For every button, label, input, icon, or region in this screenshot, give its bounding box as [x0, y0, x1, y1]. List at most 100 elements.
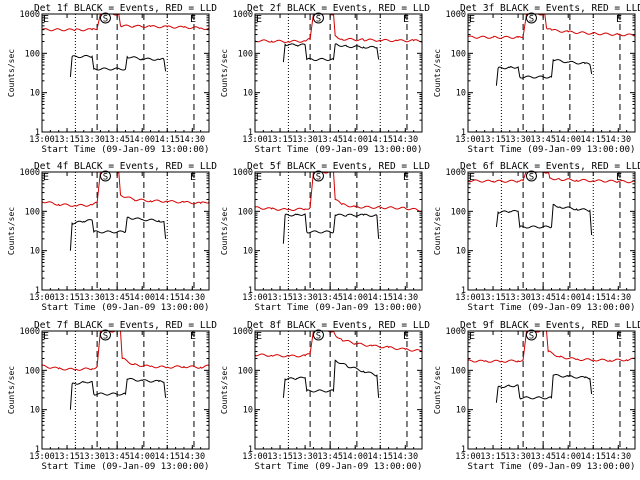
x-tick-label: 13:15 [267, 293, 293, 303]
x-tick-label: 14:15 [154, 452, 180, 462]
saa-marker: S [103, 15, 108, 25]
x-tick-label: 13:45 [530, 135, 556, 145]
y-tick-label: 100 [451, 207, 466, 217]
x-tick-label: 14:30 [606, 452, 632, 462]
x-axis-label: Start Time (09-Jan-09 13:00:00) [255, 145, 423, 155]
x-axis-label: Start Time (09-Jan-09 13:00:00) [468, 462, 636, 472]
plot-frame [467, 330, 636, 450]
plot-frame [254, 171, 423, 291]
x-axis-label: Start Time (09-Jan-09 13:00:00) [255, 462, 423, 472]
x-tick-label: 14:15 [367, 452, 393, 462]
x-tick-label: 14:00 [129, 135, 155, 145]
y-tick-label: 1000 [233, 168, 253, 178]
eclipse-marker-2: E [190, 14, 196, 25]
eclipse-marker-1: E [469, 331, 475, 342]
eclipse-marker-1: E [43, 331, 49, 342]
x-tick-label: 13:15 [267, 452, 293, 462]
eclipse-marker-2: E [403, 331, 409, 342]
eclipse-marker-1: E [256, 14, 262, 25]
x-tick-label: 14:30 [606, 135, 632, 145]
x-tick-label: 13:45 [104, 293, 130, 303]
events-series-line [282, 42, 380, 63]
saa-marker: S [103, 173, 108, 183]
eclipse-marker-2: E [616, 14, 622, 25]
plot-frame [41, 13, 210, 133]
y-axis-label: Counts/sec [7, 366, 16, 414]
lld-series-line [468, 172, 635, 184]
x-tick-label: 14:15 [367, 135, 393, 145]
x-tick-label: 13:30 [505, 135, 531, 145]
events-series-line [69, 54, 167, 78]
y-tick-label: 1000 [233, 327, 253, 337]
events-series-line [282, 359, 380, 398]
x-tick-label: 13:00 [29, 293, 55, 303]
panel-title: Det 6f BLACK = Events, RED = LLD [460, 161, 640, 172]
saa-marker: S [316, 173, 321, 183]
x-tick-label: 14:30 [393, 452, 419, 462]
panel-title: Det 4f BLACK = Events, RED = LLD [34, 161, 217, 172]
x-tick-label: 13:45 [530, 293, 556, 303]
saa-marker: S [529, 15, 534, 25]
y-tick-label: 1000 [446, 10, 466, 20]
y-tick-label: 10 [30, 406, 40, 416]
y-tick-label: 10 [456, 89, 466, 99]
y-tick-label: 100 [238, 207, 253, 217]
saa-marker-circle [525, 329, 537, 341]
x-tick-label: 13:30 [505, 293, 531, 303]
events-series-line [495, 203, 593, 236]
saa-marker-circle [312, 329, 324, 341]
y-tick-label: 1 [248, 445, 253, 455]
saa-marker: S [316, 15, 321, 25]
x-tick-label: 13:00 [242, 452, 268, 462]
x-tick-label: 13:30 [505, 452, 531, 462]
x-tick-label: 14:30 [393, 293, 419, 303]
lld-series-line [468, 331, 635, 363]
x-tick-label: 13:00 [29, 135, 55, 145]
x-tick-label: 13:00 [242, 293, 268, 303]
x-tick-label: 13:15 [267, 135, 293, 145]
y-tick-label: 100 [25, 366, 40, 376]
x-tick-label: 13:00 [455, 293, 481, 303]
x-axis-label: Start Time (09-Jan-09 13:00:00) [255, 303, 423, 313]
x-tick-label: 14:00 [555, 293, 581, 303]
lld-series-line [42, 14, 209, 32]
y-axis-label: Counts/sec [433, 366, 442, 414]
saa-marker-circle [525, 12, 537, 24]
eclipse-marker-2: E [403, 172, 409, 183]
eclipse-marker-1: E [256, 331, 262, 342]
x-tick-label: 14:15 [367, 293, 393, 303]
eclipse-marker-1: E [469, 14, 475, 25]
y-tick-label: 10 [243, 406, 253, 416]
y-tick-label: 1000 [446, 327, 466, 337]
x-tick-label: 13:00 [242, 135, 268, 145]
lld-series-line [42, 172, 209, 207]
panel-title: Det 5f BLACK = Events, RED = LLD [247, 161, 430, 172]
y-axis-label: Counts/sec [220, 207, 229, 255]
y-tick-label: 1 [461, 128, 466, 138]
eclipse-marker-2: E [190, 172, 196, 183]
y-tick-label: 1 [35, 445, 40, 455]
x-tick-label: 13:00 [29, 452, 55, 462]
y-tick-label: 10 [243, 247, 253, 257]
x-axis-label: Start Time (09-Jan-09 13:00:00) [42, 145, 210, 155]
x-axis-label: Start Time (09-Jan-09 13:00:00) [42, 303, 210, 313]
x-tick-label: 13:15 [54, 135, 80, 145]
x-axis-label: Start Time (09-Jan-09 13:00:00) [42, 462, 210, 472]
y-tick-label: 1 [35, 128, 40, 138]
eclipse-marker-2: E [616, 331, 622, 342]
x-tick-label: 14:30 [180, 293, 206, 303]
lld-series-line [255, 331, 422, 358]
x-tick-label: 13:30 [79, 135, 105, 145]
y-tick-label: 10 [243, 89, 253, 99]
y-tick-label: 10 [30, 89, 40, 99]
saa-marker: S [529, 332, 534, 342]
saa-marker-circle [99, 170, 111, 182]
y-tick-label: 1000 [233, 10, 253, 20]
y-tick-label: 1 [461, 445, 466, 455]
saa-marker-circle [99, 329, 111, 341]
x-tick-label: 14:00 [342, 135, 368, 145]
